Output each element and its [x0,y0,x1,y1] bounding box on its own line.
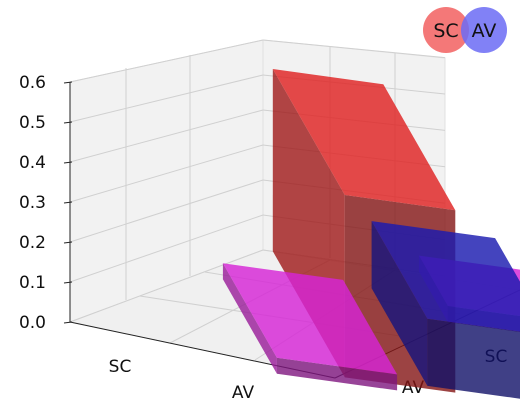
grid-line-z [69,109,264,163]
legend-circle-sc [423,7,469,53]
grid-line-z [69,144,264,203]
legend-label-av: AV [472,20,497,42]
z-tick-mark [63,121,73,124]
bar-top-face [222,263,398,375]
z-tick-label: 0.3 [19,193,46,213]
z-tick-label: 0.5 [19,113,46,133]
z-tick-mark [63,281,73,284]
bars [222,69,520,399]
x-tick-label: AV [232,383,255,403]
grid-line-z [262,39,446,59]
z-tick-mark [63,241,73,244]
legend-circle-av [461,7,507,53]
z-tick-label: 0.4 [19,153,46,173]
grid-line-z [69,249,264,323]
bar-av-av [371,221,520,399]
grid-line-z [69,179,264,243]
z-tick-label: 0.6 [19,73,46,93]
z-tick-label: 0.1 [19,273,46,293]
z-tick-label: 0.2 [19,233,46,253]
bar-side-face [222,263,277,374]
grid-line-z [69,74,264,123]
bar-top-face [371,221,520,332]
bar-front-face [276,357,398,391]
grid-line-z [69,214,264,283]
bar-sc-av [222,263,398,391]
bar-top-face [272,69,456,211]
legend-label-sc: SC [433,20,458,42]
z-tick-label: 0.0 [19,313,46,333]
z-tick-mark [63,161,73,164]
z-tick-mark [63,81,73,84]
grid-line-z [69,39,264,83]
z-tick-mark [63,321,73,324]
z-axis-ticks: 0.0 0.1 0.2 0.3 0.4 0.5 0.6 [19,73,73,333]
x-tick-label: SC [109,357,132,377]
bar-side-face [371,221,428,386]
bar-front-face [427,318,520,399]
z-tick-mark [63,201,73,204]
legend: SC AV [423,7,507,53]
